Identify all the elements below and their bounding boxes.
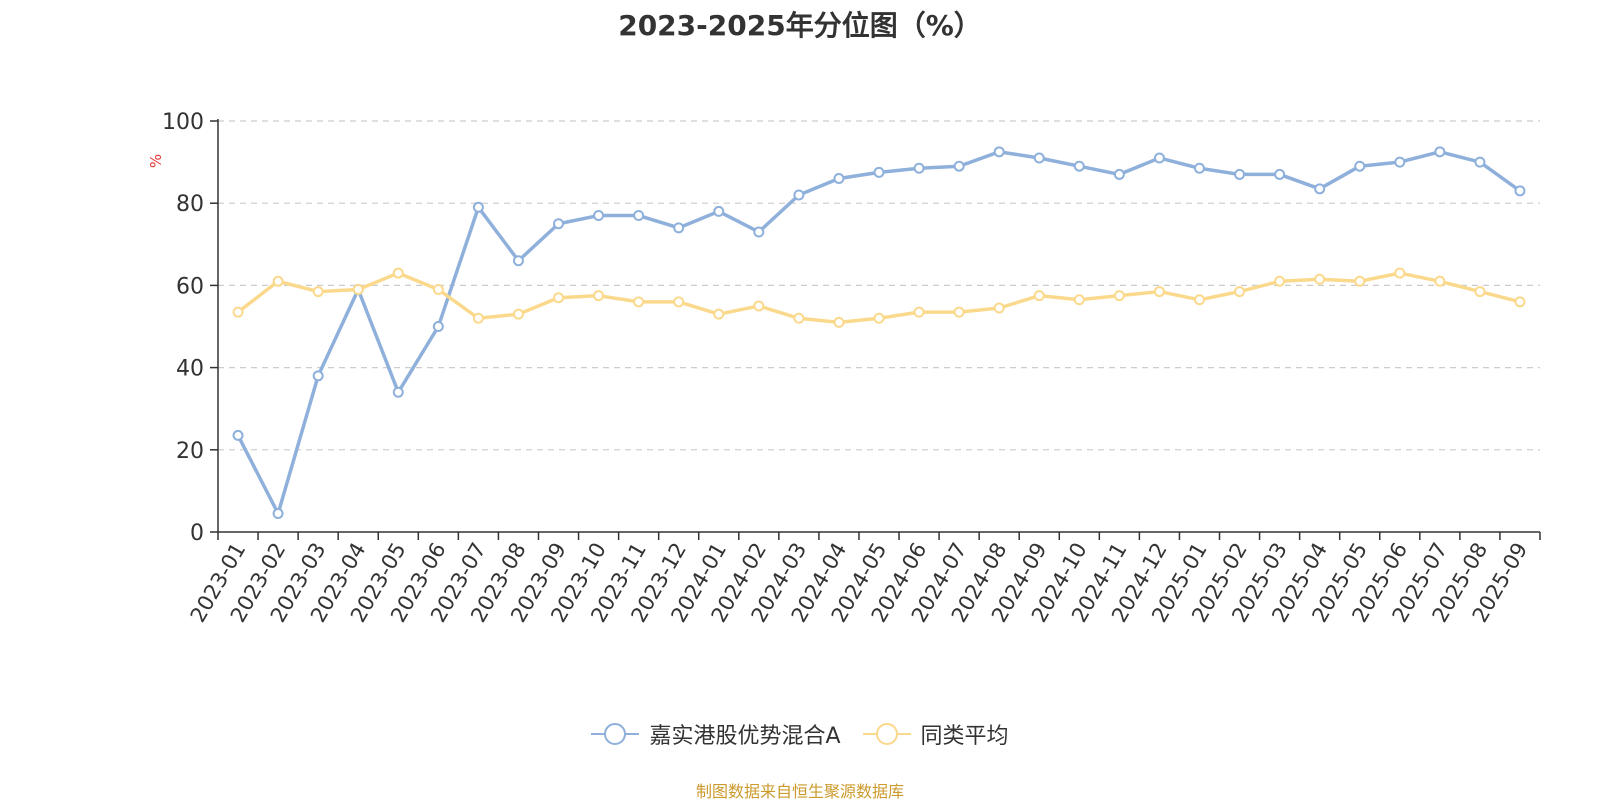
- y-tick-label: 60: [176, 274, 204, 299]
- data-point-series-2: [1394, 267, 1406, 279]
- data-point-series-2: [232, 306, 244, 318]
- data-point-series-2: [913, 306, 925, 318]
- data-point-series-2: [1434, 275, 1446, 287]
- data-point-series-2: [1193, 294, 1205, 306]
- data-point-series-2: [1354, 275, 1366, 287]
- data-point-series-1: [953, 160, 965, 172]
- legend-label-series-2: 同类平均: [920, 724, 1009, 749]
- y-axis-label: %: [147, 154, 165, 168]
- series-line-1: [236, 150, 1521, 516]
- data-point-series-1: [392, 386, 404, 398]
- data-point-series-2: [713, 308, 725, 320]
- data-point-series-1: [673, 222, 685, 234]
- data-point-series-2: [633, 296, 645, 308]
- data-point-series-2: [993, 302, 1005, 314]
- legend-item-series-1[interactable]: 嘉实港股优势混合A: [591, 718, 841, 750]
- data-point-series-2: [352, 284, 364, 296]
- data-point-series-1: [1033, 152, 1045, 164]
- legend-item-series-2[interactable]: 同类平均: [862, 718, 1009, 750]
- data-point-series-2: [553, 292, 565, 304]
- data-point-series-2: [833, 316, 845, 328]
- data-point-series-1: [1434, 146, 1446, 158]
- data-point-series-1: [913, 162, 925, 174]
- data-point-series-1: [1354, 160, 1366, 172]
- data-point-series-1: [1113, 168, 1125, 180]
- data-point-series-1: [1314, 183, 1326, 195]
- data-point-series-2: [272, 275, 284, 287]
- source-note: 制图数据来自恒生聚源数据库: [695, 782, 904, 801]
- data-point-series-2: [1033, 290, 1045, 302]
- data-point-series-1: [753, 226, 765, 238]
- legend-marker-series-2: [862, 723, 911, 745]
- legend-label-series-1: 嘉实港股优势混合A: [649, 724, 841, 749]
- data-point-series-1: [1073, 160, 1085, 172]
- data-point-series-2: [432, 284, 444, 296]
- y-tick-label: 80: [176, 192, 204, 217]
- legend: 嘉实港股优势混合A 同类平均: [0, 718, 1600, 750]
- data-point-series-2: [1474, 286, 1486, 298]
- data-point-series-1: [993, 146, 1005, 158]
- data-point-series-2: [512, 308, 524, 320]
- data-point-series-1: [633, 210, 645, 222]
- y-tick-label: 40: [176, 357, 204, 382]
- legend-marker-series-1: [591, 723, 640, 745]
- data-point-series-2: [1153, 286, 1165, 298]
- data-point-series-2: [793, 312, 805, 324]
- data-point-series-1: [512, 255, 524, 267]
- data-point-series-1: [833, 173, 845, 185]
- data-point-series-1: [593, 210, 605, 222]
- data-point-series-1: [1274, 168, 1286, 180]
- data-point-series-2: [753, 300, 765, 312]
- data-point-series-2: [1073, 294, 1085, 306]
- data-point-series-2: [1274, 275, 1286, 287]
- data-point-series-1: [472, 201, 484, 213]
- data-point-series-2: [312, 286, 324, 298]
- data-point-series-2: [673, 296, 685, 308]
- data-point-series-2: [1234, 286, 1246, 298]
- data-point-series-1: [272, 508, 284, 520]
- data-point-series-1: [1514, 185, 1526, 197]
- data-point-series-2: [953, 306, 965, 318]
- y-tick-label: 20: [176, 439, 204, 464]
- data-point-series-2: [1314, 273, 1326, 285]
- data-point-series-1: [793, 189, 805, 201]
- data-point-series-2: [873, 312, 885, 324]
- data-point-series-2: [392, 267, 404, 279]
- data-point-series-2: [593, 290, 605, 302]
- chart-title: 2023-2025年分位图（%）: [618, 9, 982, 42]
- data-point-series-2: [1113, 290, 1125, 302]
- y-tick-label: 0: [190, 521, 204, 546]
- data-point-series-1: [1193, 162, 1205, 174]
- data-point-series-1: [432, 321, 444, 332]
- data-point-series-1: [312, 370, 324, 382]
- data-point-series-1: [1153, 152, 1165, 164]
- data-point-series-1: [713, 205, 725, 217]
- data-point-series-1: [1394, 156, 1406, 168]
- data-point-series-1: [232, 429, 244, 441]
- y-tick-label: 100: [162, 110, 204, 135]
- data-point-series-2: [1514, 296, 1526, 308]
- data-point-series-1: [1234, 168, 1246, 180]
- data-point-series-1: [553, 218, 565, 230]
- data-point-series-2: [472, 312, 484, 324]
- data-point-series-1: [1474, 156, 1486, 168]
- data-point-series-1: [873, 166, 885, 178]
